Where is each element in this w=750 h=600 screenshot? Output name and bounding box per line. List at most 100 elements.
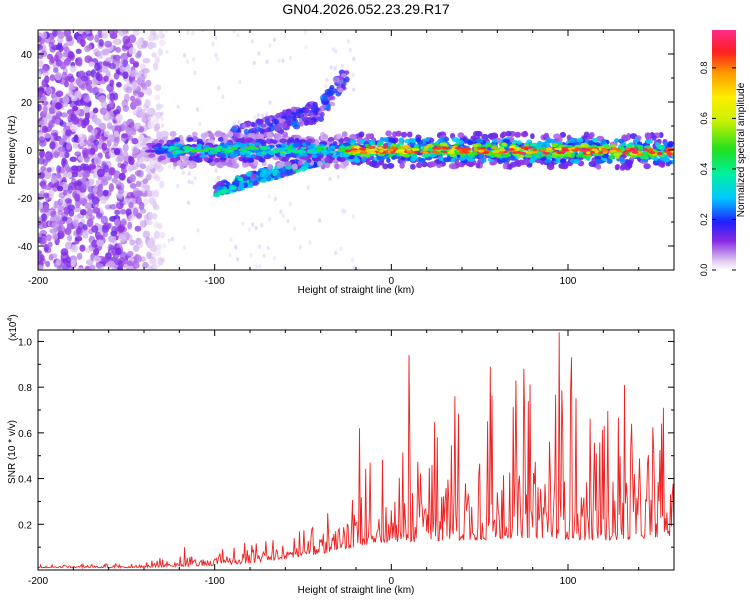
spectrogram-y-tick-label: 20 xyxy=(21,98,33,109)
spectrogram-cell xyxy=(282,131,289,138)
spectrogram-cell xyxy=(155,103,162,111)
spectrogram-cell xyxy=(432,146,437,150)
spectrogram-cell xyxy=(176,159,182,166)
spectrogram-cell xyxy=(62,51,69,58)
spectrogram-y-label: Frequency (Hz) xyxy=(7,116,18,185)
spectrogram-cell xyxy=(226,188,232,194)
spectrogram-cell xyxy=(379,149,384,153)
spectrogram-cell xyxy=(127,221,133,230)
snr-x-tick-label: -200 xyxy=(28,576,48,587)
spectrogram-cell xyxy=(470,135,477,142)
spectrogram-cell xyxy=(128,201,134,209)
spectrogram-cell xyxy=(72,141,79,149)
spectrogram-cell xyxy=(47,241,53,248)
spectrogram-cell xyxy=(517,159,525,166)
spectrogram-cell xyxy=(136,76,143,85)
spectrogram-cell xyxy=(121,44,129,52)
spectrogram-cell xyxy=(156,131,163,138)
spectrogram-cell xyxy=(167,154,174,158)
spectrogram-cell xyxy=(186,200,190,205)
spectrogram-cell xyxy=(46,167,52,173)
spectrogram-cell xyxy=(214,178,218,183)
spectrogram-cell xyxy=(57,146,66,152)
spectrogram-cell xyxy=(38,103,42,112)
spectrogram-cell xyxy=(88,87,94,93)
spectrogram-cell xyxy=(160,123,165,128)
spectrogram-cell xyxy=(38,70,42,79)
spectrogram-cell xyxy=(146,108,154,115)
spectrogram-cell xyxy=(152,262,161,269)
spectrogram-cell xyxy=(159,180,165,189)
spectrogram-cell xyxy=(491,138,498,144)
spectrogram-cell xyxy=(157,222,163,230)
spectrogram-cell xyxy=(112,39,121,45)
spectrogram-cell xyxy=(62,95,70,104)
spectrogram-cell xyxy=(86,148,94,155)
spectrogram-cell xyxy=(245,122,251,128)
spectrogram-cell xyxy=(285,168,293,174)
spectrogram-cell xyxy=(307,145,315,149)
spectrogram-cell xyxy=(306,150,312,154)
spectrogram-y-tick-label: -20 xyxy=(18,194,33,205)
spectrogram-cell xyxy=(196,138,203,144)
spectrogram-cell xyxy=(100,215,109,225)
spectrogram-cell xyxy=(104,40,113,48)
spectrogram-cell xyxy=(53,54,59,62)
spectrogram-cell xyxy=(346,39,351,44)
spectrogram-cell xyxy=(109,204,118,210)
spectrogram-cell xyxy=(351,72,355,78)
spectrogram-cell xyxy=(437,138,443,144)
spectrogram-x-tick-label: 0 xyxy=(389,276,395,287)
spectrogram-cell xyxy=(215,186,224,191)
spectrogram-cell xyxy=(367,146,373,149)
spectrogram-cell xyxy=(232,120,236,125)
spectrogram-cell xyxy=(57,31,65,39)
spectrogram-cell xyxy=(38,249,42,256)
spectrogram-cell xyxy=(449,149,455,153)
spectrogram-cell xyxy=(154,57,160,64)
spectrogram-cell xyxy=(66,234,73,242)
spectrogram-cell xyxy=(460,147,468,151)
spectrogram-cell xyxy=(571,149,579,152)
spectrogram-cell xyxy=(279,209,283,214)
spectrogram-cell xyxy=(120,52,129,61)
spectrogram-cell xyxy=(475,162,481,169)
spectrogram-cell xyxy=(58,45,64,53)
spectrogram-cell xyxy=(289,56,293,61)
spectrogram-cell xyxy=(324,83,328,89)
spectrogram-cell xyxy=(198,122,202,127)
spectrogram-cell xyxy=(121,151,129,160)
spectrogram-cell xyxy=(40,237,47,245)
spectrogram-cell xyxy=(203,156,209,162)
spectrogram-cell xyxy=(280,147,287,151)
spectrogram-cell xyxy=(76,252,83,260)
spectrogram-cell xyxy=(418,157,426,163)
spectrogram-cell xyxy=(271,139,278,145)
spectrogram-cell xyxy=(257,51,261,56)
spectrogram-cell xyxy=(236,33,240,38)
spectrogram-cell xyxy=(68,82,74,92)
spectrogram-cell xyxy=(46,114,53,122)
spectrogram-cell xyxy=(116,81,122,88)
spectrogram-cell xyxy=(220,142,225,146)
spectrogram-cell xyxy=(402,146,410,149)
spectrogram-cell xyxy=(147,120,155,129)
spectrogram-cell xyxy=(44,184,52,191)
spectrogram-cell xyxy=(115,46,121,53)
spectrogram-cell xyxy=(38,136,46,144)
colorbar-ticks: 0.0 0.2 0.4 0.6 0.8 xyxy=(699,62,736,276)
spectrogram-cell xyxy=(132,30,140,36)
spectrogram-cell xyxy=(296,154,303,158)
spectrogram-cell xyxy=(88,163,97,170)
spectrogram-cell xyxy=(157,32,166,39)
spectrogram-cell xyxy=(138,91,144,98)
spectrogram-cell xyxy=(143,154,150,158)
spectrogram-cell xyxy=(77,170,83,178)
spectrogram-cell xyxy=(585,151,591,155)
spectrogram-cell xyxy=(89,110,96,120)
spectrogram-cell xyxy=(329,95,336,101)
spectrogram-cell xyxy=(328,176,332,182)
snr-y-multiplier: (x104) xyxy=(7,314,19,341)
spectrogram-cell xyxy=(271,118,279,125)
spectrogram-cell xyxy=(113,218,121,227)
